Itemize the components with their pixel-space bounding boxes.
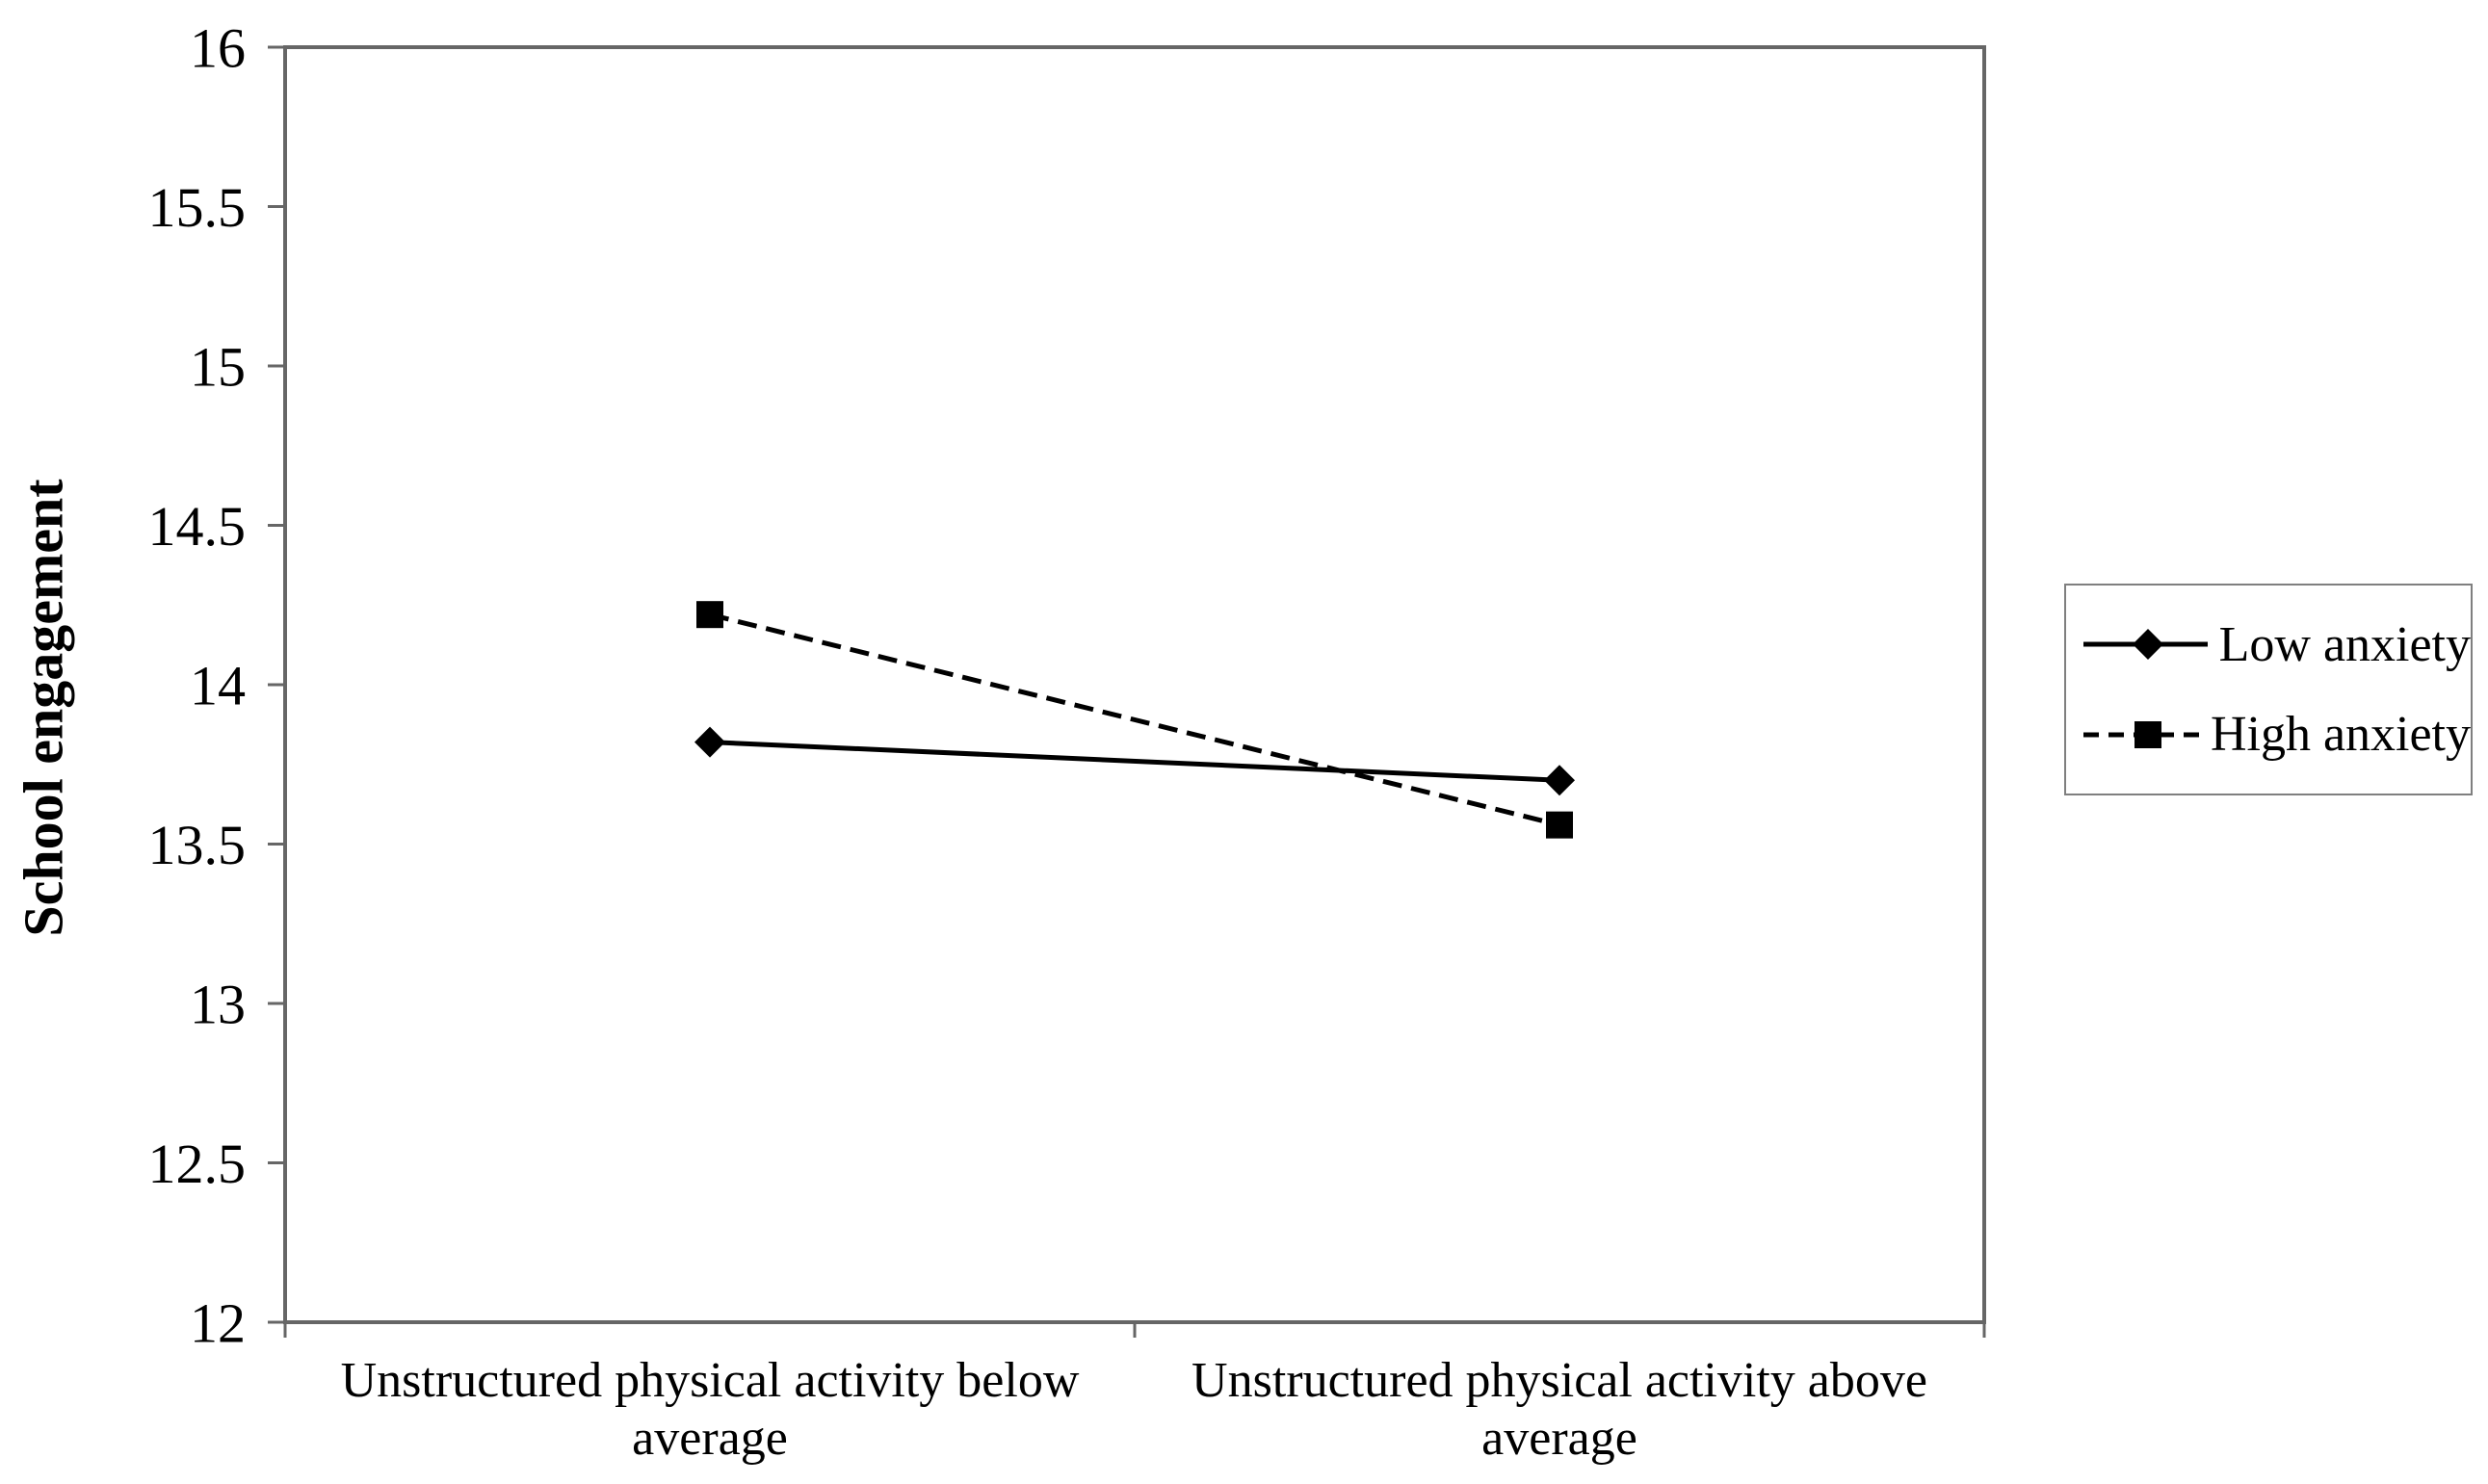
x-category-label: Unstructured physical activity above xyxy=(1192,1353,1927,1408)
y-tick-label: 16 xyxy=(190,16,246,79)
x-category-label: average xyxy=(1481,1411,1637,1466)
data-point-marker-square xyxy=(696,601,723,629)
y-tick-label: 12.5 xyxy=(148,1133,247,1195)
legend-item-low-anxiety: Low anxiety xyxy=(2083,613,2471,675)
y-tick-label: 15 xyxy=(190,335,246,398)
y-tick-label: 14 xyxy=(190,654,246,716)
series-line-low-anxiety xyxy=(709,740,1560,783)
y-tick-label: 15.5 xyxy=(148,176,247,239)
legend-label-high-anxiety: High anxiety xyxy=(2210,707,2471,763)
x-category-label: Unstructured physical activity below xyxy=(341,1353,1080,1408)
legend-label-low-anxiety: Low anxiety xyxy=(2218,616,2471,672)
data-point-marker-diamond xyxy=(2133,629,2163,661)
data-point-marker-diamond xyxy=(694,726,725,758)
y-tick-label: 12 xyxy=(190,1291,246,1354)
y-tick-label: 14.5 xyxy=(148,495,247,558)
series-line-high-anxiety xyxy=(709,612,1560,828)
y-axis-title: School engagement xyxy=(12,479,75,937)
plot-border xyxy=(283,45,1986,1324)
low-anxiety-line-swatch-icon xyxy=(2083,629,2208,661)
legend: Low anxiety High anxiety xyxy=(2064,584,2473,795)
data-point-marker-diamond xyxy=(1544,765,1575,796)
data-point-marker-square xyxy=(2134,720,2161,748)
high-anxiety-line-swatch-icon xyxy=(2083,720,2199,748)
legend-item-high-anxiety: High anxiety xyxy=(2083,704,2471,766)
x-category-label: average xyxy=(632,1411,788,1466)
y-tick-label: 13 xyxy=(190,973,246,1035)
data-point-marker-square xyxy=(1546,811,1573,839)
y-tick-label: 13.5 xyxy=(148,814,247,876)
